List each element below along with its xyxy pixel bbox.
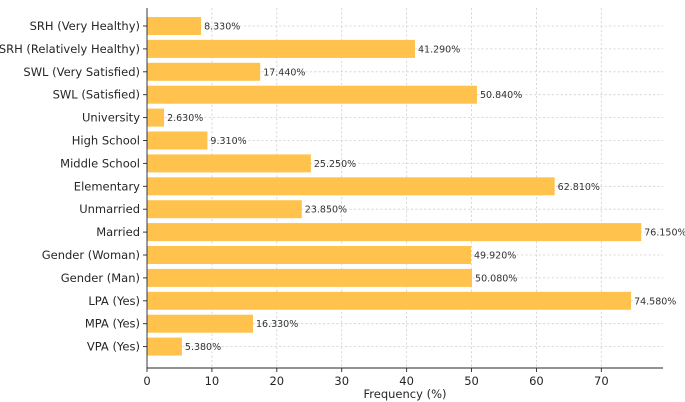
- category-label: SRH (Very Healthy): [30, 19, 140, 33]
- value-label: 49.920%: [474, 251, 516, 262]
- bar: [147, 108, 165, 127]
- bar-layer: [147, 17, 642, 356]
- category-label: Married: [96, 225, 140, 239]
- category-label: Middle School: [60, 156, 140, 170]
- x-tick-label: 0: [143, 374, 150, 388]
- bar: [147, 200, 302, 219]
- bar: [147, 223, 642, 242]
- x-tick-label: 60: [529, 374, 544, 388]
- bar: [147, 154, 311, 173]
- x-tick-label: 10: [205, 374, 220, 388]
- value-label: 74.580%: [634, 296, 676, 307]
- x-tick-label: 70: [594, 374, 609, 388]
- x-axis-title: Frequency (%): [364, 387, 447, 401]
- category-label: VPA (Yes): [87, 340, 140, 354]
- value-label: 50.840%: [480, 90, 522, 101]
- category-label: Unmarried: [79, 202, 140, 216]
- value-label: 50.080%: [475, 273, 517, 284]
- x-tick-label: 20: [269, 374, 284, 388]
- bar: [147, 62, 261, 81]
- value-label: 62.810%: [558, 182, 600, 193]
- category-label: University: [82, 111, 140, 125]
- bar: [147, 17, 202, 35]
- bar: [147, 337, 182, 356]
- bar: [147, 85, 477, 104]
- bar: [147, 39, 415, 58]
- value-label: 16.330%: [256, 319, 298, 330]
- value-label: 2.630%: [167, 113, 203, 124]
- x-tick-label: 30: [334, 374, 349, 388]
- label-layer: 0 10 20 30 40 50 60 70 SRH (Very Healthy) 8.330% S…: [0, 19, 685, 388]
- value-label: 76.150%: [644, 228, 685, 239]
- bar: [147, 177, 555, 196]
- category-label: Elementary: [74, 179, 140, 193]
- value-label: 9.310%: [210, 136, 246, 147]
- category-label: SRH (Relatively Healthy): [0, 42, 140, 56]
- value-label: 8.330%: [204, 22, 240, 33]
- bar: [147, 268, 473, 287]
- bar: [147, 131, 208, 150]
- category-label: SWL (Satisfied): [53, 88, 140, 102]
- axis-layer: [146, 8, 663, 369]
- x-tick-label: 40: [399, 374, 414, 388]
- category-label: High School: [72, 134, 140, 148]
- x-tick-label: 50: [464, 374, 479, 388]
- value-label: 41.290%: [418, 44, 460, 55]
- value-label: 17.440%: [263, 67, 305, 78]
- category-label: SWL (Very Satisfied): [23, 65, 140, 79]
- value-label: 23.850%: [305, 205, 347, 216]
- bar: [147, 291, 632, 310]
- category-label: MPA (Yes): [85, 317, 140, 331]
- category-label: Gender (Woman): [42, 248, 140, 262]
- category-label: LPA (Yes): [88, 294, 140, 308]
- value-label: 5.380%: [185, 342, 221, 353]
- category-label: Gender (Man): [61, 271, 140, 285]
- value-label: 25.250%: [314, 159, 356, 170]
- bar: [147, 314, 253, 333]
- bar: [147, 246, 472, 264]
